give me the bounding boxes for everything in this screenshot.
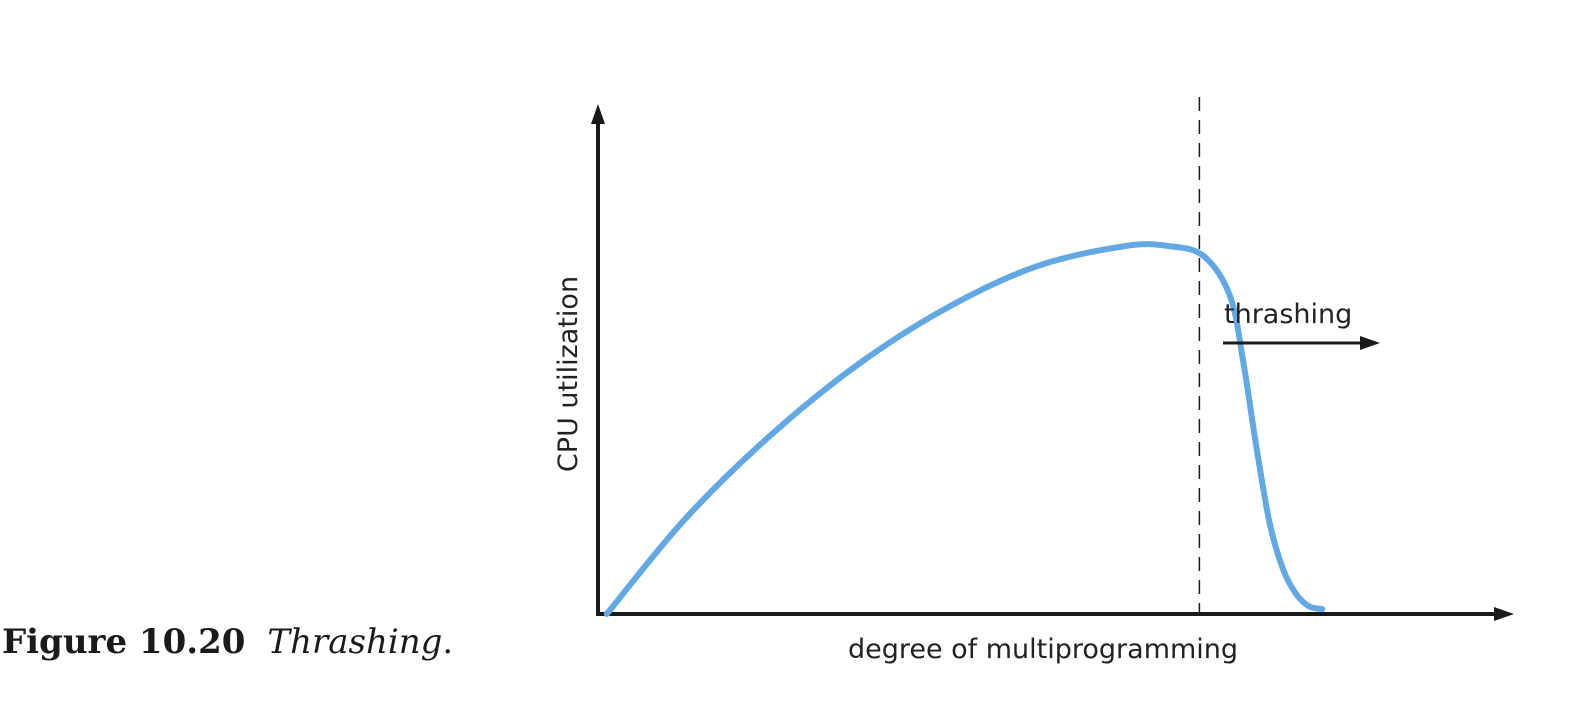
y-axis-arrow: [591, 104, 605, 124]
thrashing-label: thrashing: [1224, 299, 1352, 330]
y-axis-label: CPU utilization: [553, 276, 584, 472]
x-axis-arrow: [1494, 607, 1514, 621]
x-axis-label: degree of multiprogramming: [848, 634, 1238, 665]
caption-period: .: [442, 622, 454, 662]
cpu-utilization-curve: [603, 241, 1326, 617]
caption-title: Thrashing: [267, 622, 443, 662]
thrashing-arrow-head: [1360, 336, 1380, 350]
caption-number: Figure 10.20: [2, 622, 246, 662]
figure-caption: Figure 10.20 Thrashing.: [2, 622, 453, 662]
